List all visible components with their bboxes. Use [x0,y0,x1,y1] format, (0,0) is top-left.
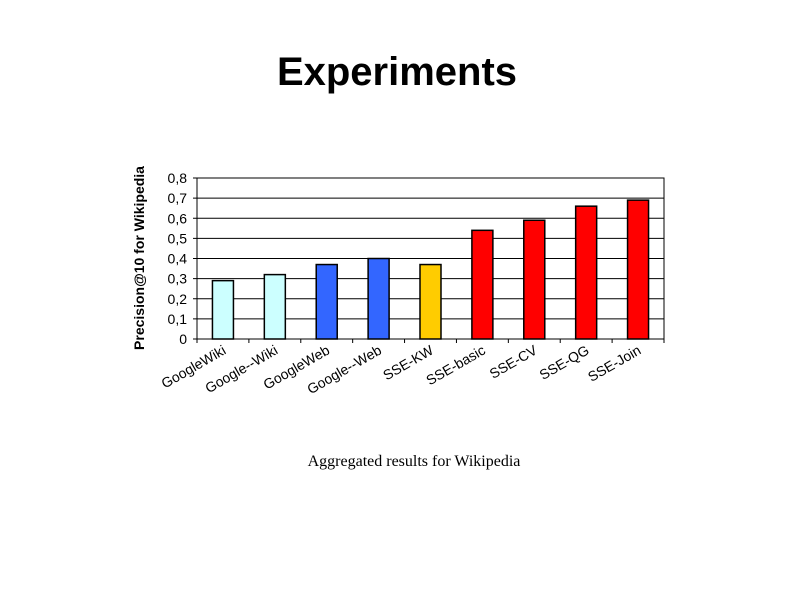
y-tick-label: 0,2 [168,291,188,307]
bar [367,257,390,340]
y-tick-label: 0,4 [168,251,188,267]
x-axis-ticks: GoogleWikiGoogle--WikiGoogleWebGoogle--W… [158,339,665,397]
bar [263,273,287,340]
x-tick-label: SSE-CV [487,341,541,381]
y-tick-label: 0,5 [168,230,188,246]
chart-caption: Aggregated results for Wikipedia [307,453,521,470]
y-tick-label: 0 [179,331,187,347]
y-tick-label: 0,7 [168,190,188,206]
y-axis-label: Precision@10 for Wikipedia [131,166,147,350]
x-tick-label: SSE-QG [536,342,591,383]
y-tick-label: 0,6 [168,210,188,226]
bar [211,279,235,340]
bar [471,229,494,340]
y-tick-label: 0,1 [168,311,188,327]
y-tick-label: 0,3 [168,271,188,287]
slide-title: Experiments [276,50,518,94]
y-tick-label: 0,8 [168,170,188,186]
bar [626,199,650,340]
bar [315,263,338,340]
bar [574,205,598,340]
bars [211,199,650,340]
x-tick-label: SSE-basic [423,342,488,389]
bar [419,263,442,340]
y-axis-ticks: 0 0,1 0,2 0,3 0,4 0,5 0,6 0,7 0,8 [168,170,197,347]
bar [523,219,546,340]
x-tick-label: SSE-Join [585,342,644,385]
